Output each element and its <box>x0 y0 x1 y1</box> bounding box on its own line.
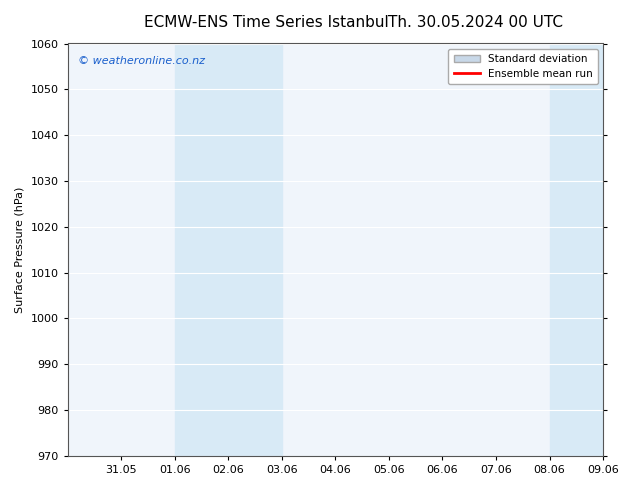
Text: ECMW-ENS Time Series Istanbul: ECMW-ENS Time Series Istanbul <box>144 15 389 30</box>
Y-axis label: Surface Pressure (hPa): Surface Pressure (hPa) <box>15 187 25 313</box>
Legend: Standard deviation, Ensemble mean run: Standard deviation, Ensemble mean run <box>448 49 598 84</box>
Bar <box>175 44 282 456</box>
Text: Th. 30.05.2024 00 UTC: Th. 30.05.2024 00 UTC <box>388 15 563 30</box>
Bar <box>550 44 603 456</box>
Text: © weatheronline.co.nz: © weatheronline.co.nz <box>79 56 205 66</box>
